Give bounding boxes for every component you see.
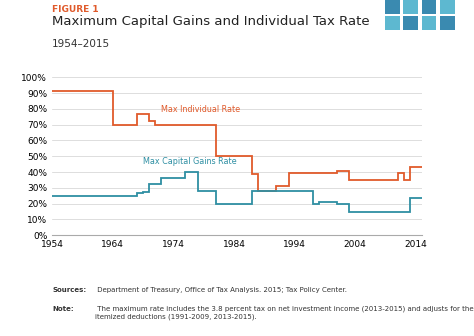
Text: FIGURE 1: FIGURE 1 bbox=[52, 5, 99, 14]
Text: TPC: TPC bbox=[406, 34, 436, 48]
Bar bbox=[385, 15, 400, 30]
Bar bbox=[440, 15, 455, 30]
Text: Maximum Capital Gains and Individual Tax Rate: Maximum Capital Gains and Individual Tax… bbox=[52, 15, 370, 28]
Bar bbox=[385, 0, 400, 14]
Text: Department of Treasury, Office of Tax Analysis. 2015; Tax Policy Center.: Department of Treasury, Office of Tax An… bbox=[95, 287, 347, 293]
Text: Max Capital Gains Rate: Max Capital Gains Rate bbox=[143, 157, 237, 166]
Bar bbox=[421, 0, 437, 14]
Text: Sources:: Sources: bbox=[52, 287, 86, 293]
Bar bbox=[403, 15, 418, 30]
Text: The maximum rate includes the 3.8 percent tax on net investment income (2013-201: The maximum rate includes the 3.8 percen… bbox=[95, 306, 474, 320]
Bar bbox=[421, 15, 437, 30]
Text: Max Individual Rate: Max Individual Rate bbox=[161, 104, 240, 114]
Bar bbox=[403, 0, 418, 14]
Text: Note:: Note: bbox=[52, 306, 74, 312]
Text: 1954–2015: 1954–2015 bbox=[52, 39, 110, 49]
Bar bbox=[440, 0, 455, 14]
